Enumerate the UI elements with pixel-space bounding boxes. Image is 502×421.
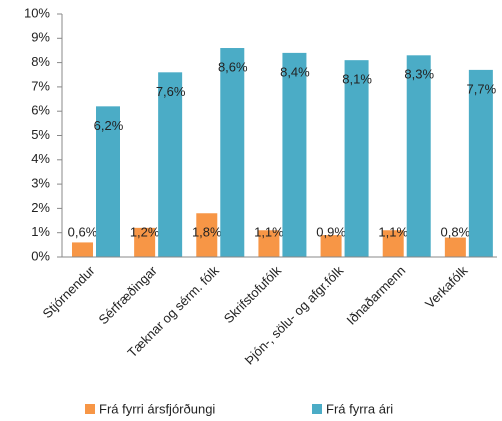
bar: [320, 235, 342, 257]
bar: [406, 55, 431, 258]
legend-swatch: [312, 404, 322, 414]
bar: [96, 106, 120, 257]
y-tick-label: 0%: [31, 248, 50, 263]
x-tick-label: Iðnaðarmenn: [344, 263, 409, 328]
value-label: 0,8%: [441, 224, 471, 239]
bar: [134, 227, 156, 257]
value-label: 8,6%: [218, 59, 248, 74]
bar: [282, 52, 307, 257]
bar: [468, 69, 493, 257]
y-tick-label: 1%: [31, 224, 50, 239]
value-label: 1,1%: [254, 224, 284, 239]
value-label: 0,6%: [68, 224, 98, 239]
y-tick-label: 9%: [31, 30, 50, 45]
value-label: 0,9%: [316, 224, 346, 239]
legend-swatch: [85, 404, 95, 414]
bar: [382, 230, 404, 257]
y-tick-label: 4%: [31, 151, 50, 166]
value-label: 1,2%: [130, 224, 160, 239]
y-tick-label: 10%: [24, 5, 50, 20]
value-label: 7,6%: [156, 84, 186, 99]
value-label: 8,3%: [404, 67, 434, 82]
bar: [344, 60, 369, 257]
x-tick-label: Verkafólk: [422, 263, 471, 312]
bar: [72, 242, 93, 257]
value-label: 1,1%: [378, 224, 408, 239]
value-label: 8,4%: [280, 64, 310, 79]
y-tick-label: 3%: [31, 176, 50, 191]
bar: [220, 48, 245, 257]
bar: [196, 213, 218, 257]
legend-label: Frá fyrra ári: [326, 401, 393, 416]
y-tick-label: 8%: [31, 54, 50, 69]
bar: [158, 72, 183, 257]
value-label: 7,7%: [467, 81, 497, 96]
x-tick-label: Skrifstofufólk: [221, 263, 285, 327]
y-tick-label: 2%: [31, 200, 50, 215]
value-label: 6,2%: [94, 118, 124, 133]
bar: [258, 230, 280, 257]
y-tick-label: 6%: [31, 103, 50, 118]
y-tick-label: 7%: [31, 78, 50, 93]
value-label: 8,1%: [342, 72, 372, 87]
x-tick-label: Sérfræðingar: [96, 262, 161, 327]
legend-label: Frá fyrri ársfjórðungi: [99, 401, 215, 416]
y-tick-label: 5%: [31, 127, 50, 142]
bar: [444, 237, 466, 257]
value-label: 1,8%: [192, 224, 222, 239]
x-tick-label: Stjórnendur: [39, 262, 98, 321]
